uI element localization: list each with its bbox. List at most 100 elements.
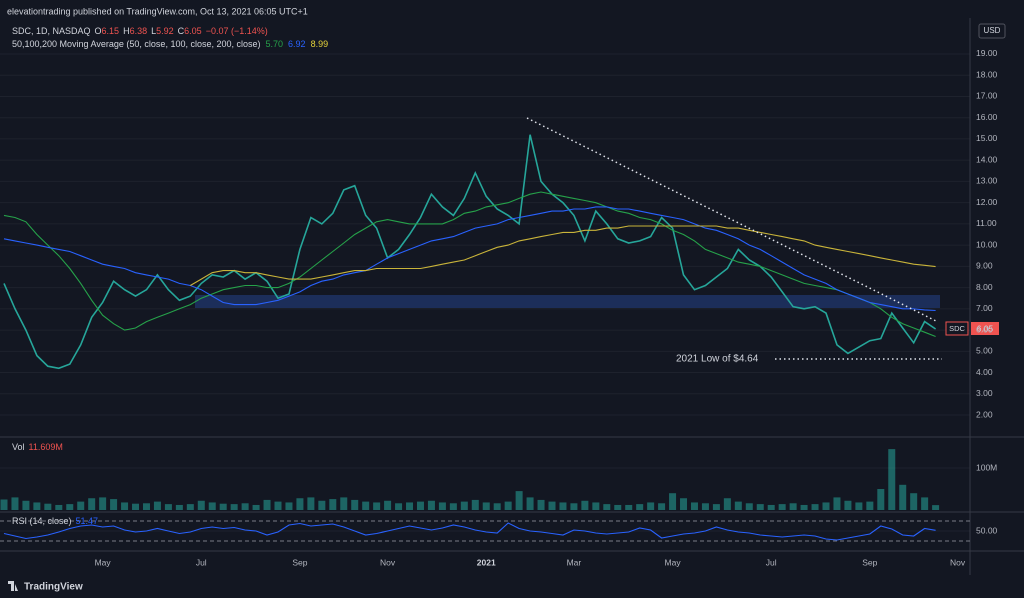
volume-bar	[241, 503, 249, 510]
volume-bar	[110, 499, 118, 510]
volume-bar	[186, 504, 194, 510]
y-tick-label: 15.00	[976, 133, 998, 143]
volume-bar	[175, 504, 183, 510]
series-line	[3, 522, 936, 541]
volume-bar	[592, 502, 600, 510]
value: 6.05	[184, 26, 202, 36]
value: −0.07 (−1.14%)	[206, 26, 268, 36]
volume-bar	[406, 502, 414, 510]
volume-bar	[307, 497, 315, 510]
volume-bar	[460, 501, 468, 510]
volume-bar	[373, 502, 381, 510]
volume-bar	[438, 502, 446, 510]
volume-bar	[537, 499, 545, 510]
x-tick-label: Jul	[766, 557, 777, 567]
volume-bar	[833, 497, 841, 510]
volume-bar	[395, 503, 403, 510]
volume-bar	[55, 504, 63, 510]
brand: TradingView	[24, 582, 83, 593]
volume-bar	[910, 493, 918, 510]
volume-bar	[263, 499, 271, 510]
currency[interactable]: USD	[984, 26, 1001, 35]
volume-bar	[504, 501, 512, 510]
label: C	[178, 26, 185, 36]
annotation: 2021 Low of $4.64	[676, 354, 759, 365]
x-tick-label: Sep	[292, 557, 307, 567]
volume-bar	[647, 502, 655, 510]
volume-bar	[822, 502, 830, 510]
y-tick-label: 6.00	[976, 324, 993, 334]
volume-bar	[88, 498, 96, 510]
value: 6.38	[130, 26, 148, 36]
volume-bar	[515, 491, 523, 510]
y-tick-label: 4.00	[976, 367, 993, 377]
value: 5.70	[266, 39, 284, 49]
y-tick-label: 9.00	[976, 261, 993, 271]
volume-bar	[208, 502, 216, 510]
support-zone	[195, 295, 940, 308]
volume-bar	[701, 503, 709, 510]
volume-bar	[66, 504, 74, 510]
brand-logo	[8, 581, 18, 591]
currency-badge[interactable]	[978, 23, 1006, 39]
y-tick-label: 2.00	[976, 409, 993, 419]
volume-bar	[756, 504, 764, 510]
price-badge	[971, 322, 999, 335]
y-tick-label: 18.00	[976, 69, 998, 79]
volume-bar	[526, 497, 534, 510]
volume-bar	[603, 504, 611, 510]
volume-bar	[614, 504, 622, 510]
volume-bar	[296, 498, 304, 510]
series-line	[3, 191, 936, 338]
volume-bar	[690, 502, 698, 510]
y-tick-label: 17.00	[976, 91, 998, 101]
value: 5.92	[156, 26, 174, 36]
rsi-last: 51.47	[76, 516, 99, 526]
volume-bar	[77, 501, 85, 510]
rsi-title: RSI (14, close)	[12, 516, 72, 526]
label: H	[123, 26, 130, 36]
volume-bar	[548, 501, 556, 510]
value: 6.15	[102, 26, 120, 36]
volume-bar	[734, 501, 742, 510]
value: 6.92	[288, 39, 306, 49]
x-tick-label: Jul	[196, 557, 207, 567]
x-tick-label: May	[95, 557, 112, 567]
x-tick-label: May	[665, 557, 682, 567]
volume-bar	[680, 498, 688, 510]
volume-bar	[427, 500, 435, 510]
publisher: elevationtrading published on TradingVie…	[7, 6, 308, 16]
value: 8.99	[311, 39, 329, 49]
volume-bar	[142, 503, 150, 510]
symbol: SDC, 1D, NASDAQ	[12, 26, 91, 36]
y-tick-label: 10.00	[976, 239, 998, 249]
ohlc-legend: SDC, 1D, NASDAQ O6.15 H6.38 L5.92 C6.05 −0.07…	[12, 26, 268, 36]
y-tick-label: 100M	[976, 462, 997, 472]
series-line	[3, 206, 936, 312]
y-tick-label: 8.00	[976, 282, 993, 292]
volume-bar	[0, 499, 8, 510]
ma-title: 50,100,200 Moving Average (50, close, 10…	[12, 39, 261, 49]
volume-bar	[449, 503, 457, 510]
volume-bar	[230, 504, 238, 510]
x-tick-label: Sep	[862, 557, 877, 567]
label: O	[95, 26, 102, 36]
volume-bar	[164, 504, 172, 510]
volume-bar	[745, 503, 753, 510]
volume-bar	[844, 500, 852, 510]
volume-bar	[636, 504, 644, 510]
y-tick-label: 19.00	[976, 48, 998, 58]
volume-bar	[99, 497, 107, 510]
volume-bar	[33, 502, 41, 510]
last-price: 6.05	[977, 323, 994, 333]
label: L	[151, 26, 156, 36]
volume-bar	[362, 501, 370, 510]
volume-bar	[274, 501, 282, 510]
volume-bar	[866, 501, 874, 510]
x-tick-label: Nov	[950, 557, 966, 567]
volume-bar	[471, 499, 479, 510]
volume-bar	[153, 501, 161, 510]
volume-bar	[197, 500, 205, 510]
y-tick-label: 13.00	[976, 176, 998, 186]
